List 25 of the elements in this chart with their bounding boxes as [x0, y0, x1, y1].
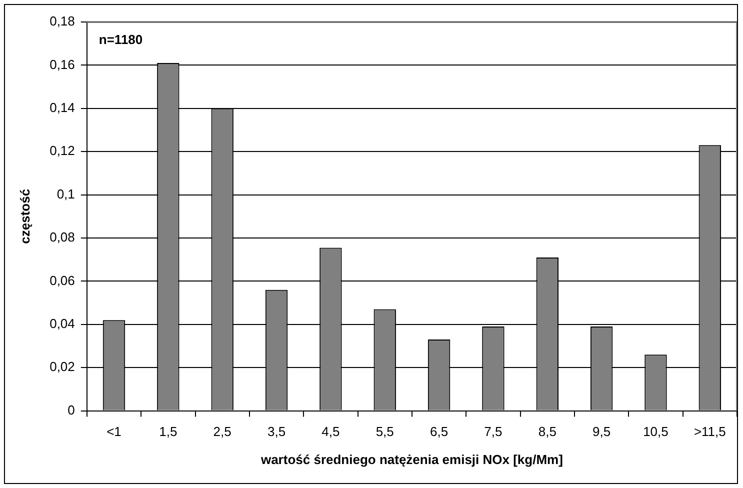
y-tick-label: 0,06 — [50, 272, 75, 288]
x-tick-label: 3,5 — [267, 424, 286, 440]
y-tick-label: 0,02 — [50, 359, 75, 374]
x-tick-label: 8,5 — [538, 424, 556, 440]
y-tick-label: 0,16 — [50, 56, 75, 72]
x-tick-label: 5,5 — [376, 424, 394, 440]
y-tick-label: 0,1 — [56, 186, 75, 202]
y-axis-title: częstość — [17, 188, 32, 244]
x-tick-label: 4,5 — [322, 424, 340, 440]
x-tick-label: 9,5 — [592, 424, 611, 440]
x-tick-label: <1 — [106, 424, 122, 440]
y-tick-label: 0,04 — [50, 316, 75, 331]
y-tick-label: 0,08 — [50, 230, 75, 245]
y-tick-label: 0 — [68, 402, 75, 418]
y-tick-label: 0,14 — [50, 100, 75, 115]
annotation: n=1180 — [98, 32, 143, 48]
x-tick-label: 7,5 — [484, 424, 502, 440]
x-tick-label: >11,5 — [694, 424, 726, 440]
x-axis-title: wartość średniego natężenia emisji NOx [kg/Mm] — [260, 452, 563, 467]
x-tick-label: 1,5 — [159, 424, 178, 440]
x-tick-label: 2,5 — [213, 424, 232, 440]
y-tick-label: 0,12 — [50, 143, 75, 158]
y-tick-label: 0,18 — [50, 14, 75, 29]
x-tick-label: 6,5 — [430, 424, 448, 440]
x-tick-label: 10,5 — [643, 424, 668, 440]
